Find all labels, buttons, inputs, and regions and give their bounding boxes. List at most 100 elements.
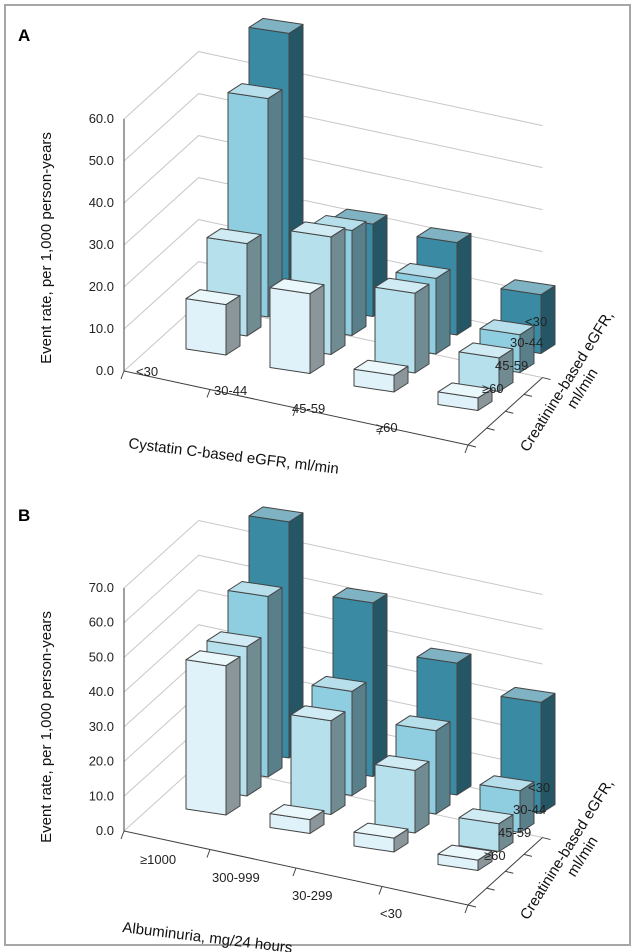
panel-a-bar-1-3-top — [479, 319, 535, 336]
panel-b-y-tick-4: 40.0 — [89, 684, 114, 699]
panel-b-bar-3-3-top — [437, 844, 493, 861]
panel-a-z-tick-1: 30-44 — [510, 335, 543, 350]
panel-a-x-tick-3: ≥60 — [376, 420, 398, 435]
panel-a-x-tickmark-3 — [378, 426, 383, 435]
panel-a-bar-3-1-top — [269, 278, 325, 295]
panel-b-x-tickmark-2 — [292, 867, 297, 877]
panel-b-bar-1-0-top — [227, 581, 283, 597]
panel-b-bar-1-0-side — [267, 587, 283, 778]
panel-a-gridline-4 — [123, 135, 543, 211]
panel-b-y-axis-title: Event rate, per 1,000 person-years — [38, 611, 55, 843]
panel-b-bar-2-2-side — [414, 761, 430, 834]
panel-a-bar-2-3 — [458, 342, 514, 392]
panel-a-y-tick-2: 20.0 — [89, 279, 114, 294]
panel-b-z-tick-0: <30 — [528, 780, 550, 795]
panel-a-bar-1-2-top — [395, 262, 451, 279]
panel-b-bar-0-2-top — [416, 647, 472, 664]
panel-b-bar-3-0-top — [185, 650, 241, 667]
panel-a-bar-2-2-side — [414, 283, 430, 374]
panel-b-y-ticks: 0.0 10.0 20.0 30.0 40.0 50.0 60.0 70.0 — [89, 580, 551, 914]
panel-b-x-tick-2: 30-299 — [292, 888, 332, 903]
panel-a-x-tickmark-4 — [464, 444, 469, 454]
panel-b-bar-1-1-top — [311, 675, 367, 692]
panel-b-bar-1-2-side — [435, 721, 451, 815]
panel-a-bar-3-1-side — [309, 284, 325, 374]
panel-a-bar-2-2-front — [374, 286, 416, 374]
panel-b: B 0.010.020.030.040.050.060.070.0 ≥1000 … — [18, 506, 617, 952]
panel-a-bar-1-2-side — [435, 268, 451, 355]
panel-b-bar-3-2-top — [353, 822, 409, 839]
panel-a-bar-3-3 — [437, 382, 493, 411]
panel-a-y-tick-5: 50.0 — [89, 153, 114, 168]
panel-b-bar-0-2-side — [456, 653, 472, 796]
panel-a-bar-0-0-top — [248, 17, 304, 34]
panel-a-bar-3-3-top — [437, 382, 493, 399]
panel-b-bar-2-3 — [458, 808, 514, 852]
panel-a-bar-3-0-top — [185, 289, 241, 306]
panel-a-bars — [185, 17, 556, 411]
panel-a-y-tick-1: 10.0 — [89, 321, 114, 336]
panel-b-bar-0-0-top — [248, 506, 304, 523]
panel-b-y-tick-1: 10.0 — [89, 788, 114, 803]
panel-a-bar-2-0-side — [246, 234, 262, 337]
panel-a-y-ticks: 0.0 10.0 20.0 30.0 40.0 50.0 60.0 — [89, 111, 551, 454]
panel-a-x-tick-0: <30 — [136, 364, 158, 379]
panel-a-y-tick-0: 0.0 — [96, 363, 114, 378]
panel-b-bar-0-1-side — [372, 593, 388, 777]
panel-b-bar-3-2 — [353, 822, 409, 853]
panel-b-x-tickmark-1 — [206, 849, 211, 858]
panel-b-gridline-5 — [123, 589, 543, 665]
panel-b-bar-1-3-top — [479, 775, 535, 792]
panel-a-bar-1-0-top — [227, 83, 283, 100]
panel-a-z-tick-3: ≥60 — [482, 381, 504, 396]
panel-a-x-tick-1: 30-44 — [214, 383, 247, 398]
panel-a-x-tickmark-1 — [206, 389, 211, 398]
panel-b-y-tick-0: 0.0 — [96, 823, 114, 838]
panel-a-z-tickmark-1 — [486, 427, 495, 431]
panel-a-z-tickmark-4 — [542, 377, 551, 381]
panel-b-z-tickmark-4 — [542, 837, 551, 841]
panel-b-bar-2-1-side — [330, 711, 346, 815]
panel-b-z-tick-2: 45-59 — [498, 825, 531, 840]
panel-b-bar-2-3-top — [458, 808, 514, 825]
panel-b-z-tickmark-0 — [467, 904, 477, 908]
panel-a-bar-2-1-side — [330, 227, 346, 355]
panel-b-x-tick-3: <30 — [380, 906, 402, 921]
panel-b-gridline-7 — [123, 519, 543, 595]
panel-a-x-tickmark-0 — [120, 370, 125, 380]
panel-a-z-tick-0: <30 — [525, 314, 547, 329]
panel-b-bar-3-0-side — [225, 656, 241, 816]
panel-a-bar-0-3-top — [500, 279, 556, 296]
panel-a-label: A — [18, 26, 30, 45]
panel-a-y-axis-title: Event rate, per 1,000 person-years — [38, 132, 55, 364]
panel-b-z-tickmark-1 — [486, 887, 495, 891]
panel-a-y-tick-3: 30.0 — [89, 237, 114, 252]
panel-b-x-tickmark-0 — [120, 830, 125, 840]
panel-b-bar-0-1-top — [332, 587, 388, 604]
panel-a-z-tickmark-0 — [467, 444, 477, 448]
panel-b-bar-1-1-side — [351, 681, 367, 796]
panel-b-x-tick-0: ≥1000 — [140, 852, 176, 867]
panel-b-z-tickmark-3 — [523, 853, 533, 857]
panel-a-bar-2-2 — [374, 277, 430, 374]
panel-a-bar-3-2 — [353, 359, 409, 393]
panel-b-y-tick-5: 50.0 — [89, 649, 114, 664]
panel-b-z-tickmark-2 — [505, 870, 514, 874]
panel-b-bar-3-0 — [185, 650, 241, 816]
panel-a-z-tick-2: 45-59 — [495, 358, 528, 373]
panel-b-bar-0-3-top — [500, 686, 556, 703]
panel-b-bar-3-0-front — [185, 659, 227, 816]
panel-a-x-tick-2: 45-59 — [292, 401, 325, 416]
panel-a-bar-2-1-top — [290, 221, 346, 238]
panel-a-bar-0-2-side — [456, 233, 472, 336]
panel-b-x-tickmark-3 — [378, 886, 383, 895]
panel-b-bars — [185, 506, 556, 871]
panel-b-bar-2-1-front — [290, 714, 332, 815]
panel-b-bar-2-0-top — [206, 631, 262, 648]
panel-a-bar-0-2-top — [416, 227, 472, 244]
panel-b-bar-0-3-side — [540, 692, 556, 814]
panel-a-gridline-6 — [123, 51, 543, 127]
panel-a-bar-3-1-front — [269, 287, 311, 374]
panel-b-bar-2-2-front — [374, 764, 416, 834]
